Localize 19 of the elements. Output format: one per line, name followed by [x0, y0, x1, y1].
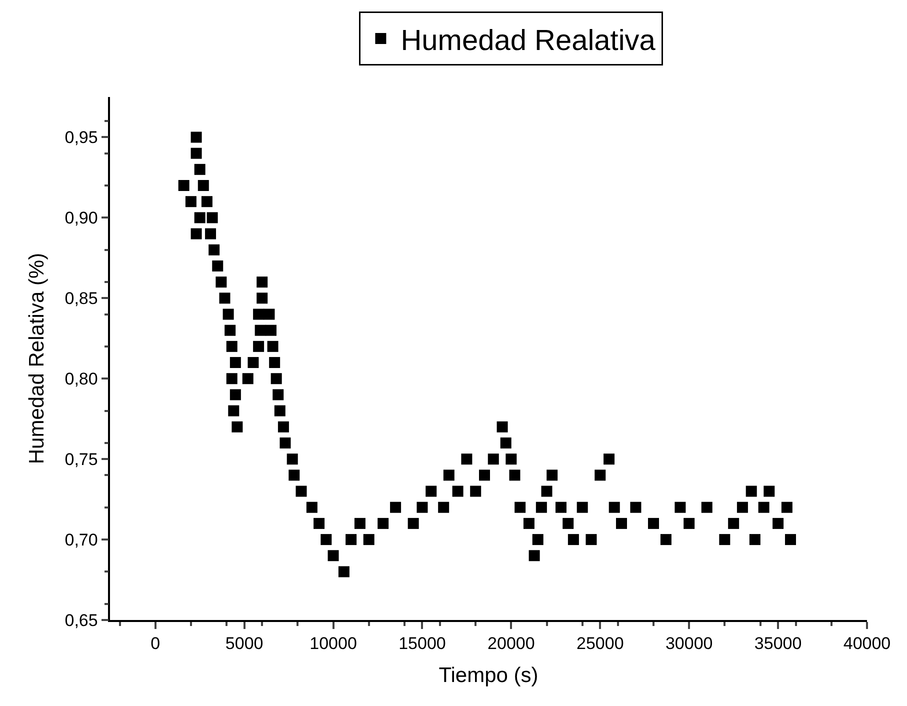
y-tick-label: 0,85 — [64, 289, 98, 308]
x-tick-label: 25000 — [576, 634, 624, 654]
x-tick-label: 40000 — [843, 634, 891, 654]
y-tick-label: 0,95 — [64, 128, 98, 148]
x-tick-label: 30000 — [665, 634, 713, 654]
y-tick-label: 0,70 — [64, 530, 98, 550]
x-tick-label: 35000 — [754, 634, 802, 654]
x-tick-label: 15000 — [398, 634, 446, 654]
x-tick-label: 0 — [150, 634, 160, 654]
y-axis-title: Humedad Relativa (%) — [25, 252, 48, 464]
y-tick-label: 0,90 — [64, 208, 98, 228]
x-tick-label: 20000 — [488, 634, 535, 654]
x-tick-label: 5000 — [225, 634, 264, 654]
x-tick-label: 10000 — [310, 634, 357, 654]
y-tick-label: 0,65 — [64, 610, 98, 630]
y-tick-label: 0,80 — [64, 370, 98, 389]
y-tick-label: 0,75 — [64, 450, 98, 470]
legend-label: Humedad Realativa — [400, 24, 656, 57]
x-axis-title: Tiempo (s) — [438, 664, 538, 687]
